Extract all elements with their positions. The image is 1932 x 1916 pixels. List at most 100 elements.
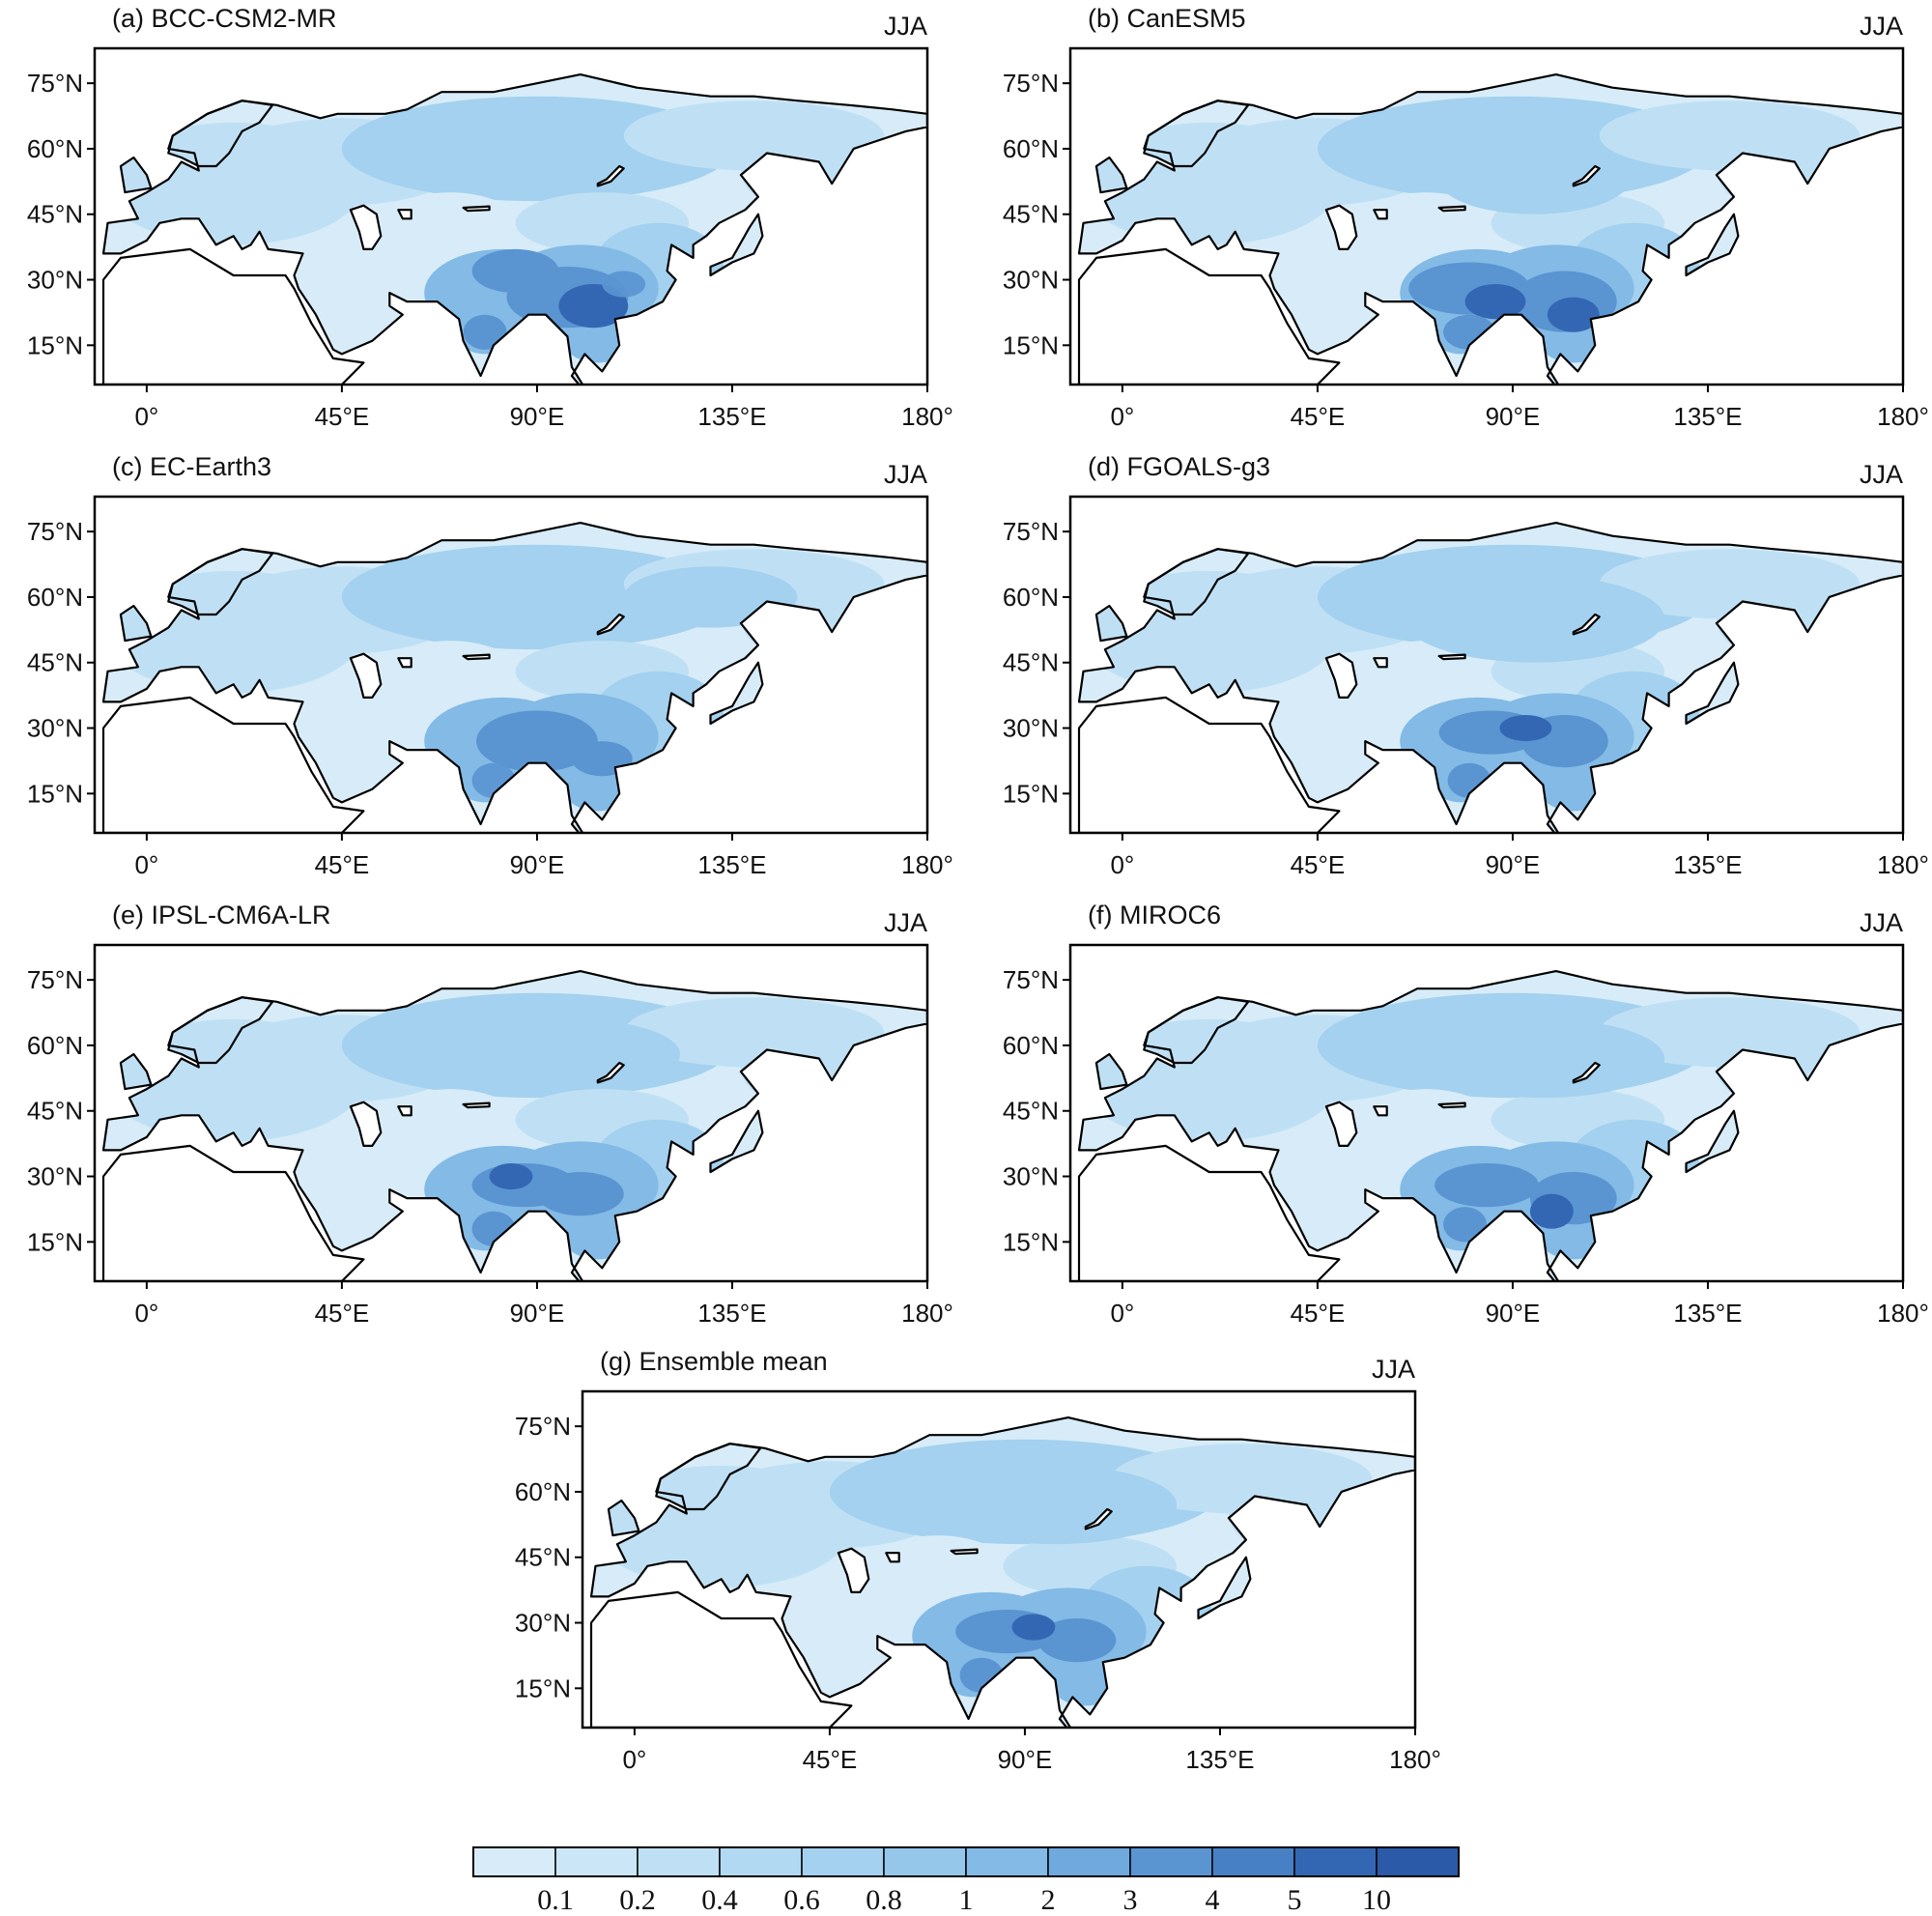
map-frame [1068,943,1905,1283]
lat-tick-label: 30°N [27,266,83,295]
lon-tick-label: 45°E [1291,1299,1346,1328]
colorbar-label: 0.4 [701,1884,738,1911]
lat-tick-label: 15°N [1003,1227,1059,1256]
lat-tick-label: 15°N [27,1227,83,1256]
map-frame [1068,495,1905,835]
lat-tick-label: 15°N [27,330,83,359]
lat-tick-label: 75°N [515,1412,571,1441]
lon-tick-label: 45°E [1291,850,1346,879]
season-label: JJA [884,12,927,41]
precipitation-field [591,1417,1415,1728]
colorbar-swatch [965,1846,1049,1877]
map-panel-c: (c) EC-Earth3 JJA 75°N 60°N 45°N 30°N 15°N 0° 45… [27,452,953,879]
map-frame [1068,46,1905,386]
coastlines [589,1416,1415,1728]
lat-tick-label: 60°N [1003,134,1059,163]
season-label: JJA [884,460,927,489]
lon-tick-label: 180° [901,1299,953,1328]
lat-tick-label: 15°N [27,779,83,808]
map-frame [93,46,929,386]
lat-tick-label: 15°N [1003,779,1059,808]
season-label: JJA [1860,908,1903,937]
season-label: JJA [884,908,927,937]
colorbar-swatch [472,1846,556,1877]
map-frame [93,943,929,1283]
lat-tick-label: 45°N [1003,648,1059,677]
colorbar-label: 0.8 [866,1884,902,1911]
lat-tick-label: 45°N [27,200,83,229]
colorbar-swatch [1376,1846,1460,1877]
season-label: JJA [1860,460,1903,489]
lat-tick-label: 45°N [27,1097,83,1126]
lat-tick-label: 45°N [1003,1097,1059,1126]
colorbar-swatch [1047,1846,1131,1877]
coastlines [101,73,927,385]
panel-title: (b) CanESM5 [1088,4,1246,33]
lon-tick-label: 0° [1110,850,1134,879]
lon-tick-label: 90°E [510,402,565,431]
lat-tick-label: 75°N [1003,69,1059,98]
coastlines [1077,73,1903,385]
panel-title: (f) MIROC6 [1088,901,1221,929]
coastlines [1077,522,1903,833]
map-panel-e: (e) IPSL-CM6A-LR JJA 75°N 60°N 45°N 30°N 15°N 0… [27,901,953,1328]
lat-tick-label: 75°N [1003,965,1059,994]
lat-tick-label: 60°N [515,1477,571,1506]
lat-tick-label: 60°N [27,134,83,163]
colorbar-swatch [637,1846,721,1877]
lon-tick-label: 135°E [697,402,766,431]
colorbar-swatch [1293,1846,1378,1877]
lon-tick-label: 135°E [1185,1745,1254,1774]
coastlines [101,970,927,1281]
lat-tick-label: 30°N [27,714,83,743]
colorbar-label: 0.6 [783,1884,820,1911]
lon-tick-label: 0° [134,1299,158,1328]
lat-tick-label: 60°N [1003,1031,1059,1060]
colorbar-swatch [554,1846,639,1877]
lon-tick-label: 135°E [697,1299,766,1328]
lat-tick-label: 75°N [27,965,83,994]
lat-tick-label: 60°N [27,1031,83,1060]
lon-tick-label: 45°E [803,1745,858,1774]
lat-tick-label: 15°N [1003,330,1059,359]
lat-tick-label: 30°N [1003,266,1059,295]
lat-tick-label: 30°N [515,1609,571,1638]
lon-tick-label: 180° [901,850,953,879]
lon-tick-label: 0° [1110,1299,1134,1328]
map-panel-b: (b) CanESM5 JJA 75°N 60°N 45°N 30°N 15°N 0° 45°E… [1003,4,1929,431]
lon-tick-label: 180° [1877,850,1929,879]
season-label: JJA [1860,12,1903,41]
precipitation-field [1079,523,1903,833]
lat-tick-label: 75°N [1003,517,1059,546]
lat-tick-label: 30°N [1003,714,1059,743]
lon-tick-label: 0° [134,402,158,431]
lon-tick-label: 135°E [697,850,766,879]
colorbar-label: 0.1 [537,1884,574,1911]
precipitation-field [103,523,927,833]
lon-tick-label: 180° [1877,402,1929,431]
colorbar-swatch [719,1846,803,1877]
map-frame [581,1389,1417,1730]
lat-tick-label: 75°N [27,517,83,546]
map-panel-d: (d) FGOALS-g3 JJA 75°N 60°N 45°N 30°N 15°N 0° 45… [1003,452,1929,879]
precipitation-field [103,74,927,385]
lon-tick-label: 180° [1877,1299,1929,1328]
lat-tick-label: 75°N [27,69,83,98]
lon-tick-label: 90°E [1486,850,1541,879]
colorbar-label: 0.2 [619,1884,656,1911]
panel-title: (g) Ensemble mean [600,1347,828,1376]
map-panel-f: (f) MIROC6 JJA 75°N 60°N 45°N 30°N 15°N 0° 45°E 9… [1003,901,1929,1328]
lon-tick-label: 90°E [510,850,565,879]
lon-tick-label: 135°E [1673,1299,1742,1328]
lat-tick-label: 45°N [515,1543,571,1572]
colorbar-label: 5 [1288,1884,1302,1911]
lon-tick-label: 45°E [315,1299,370,1328]
lat-tick-label: 15°N [515,1673,571,1702]
colorbar-label: 1 [959,1884,974,1911]
map-panel-g: (g) Ensemble mean JJA 75°N 60°N 45°N 30°N 15°N… [515,1347,1441,1774]
colorbar-label: 10 [1362,1884,1391,1911]
colorbar-swatch [883,1846,967,1877]
panel-title: (d) FGOALS-g3 [1088,452,1270,481]
lat-tick-label: 60°N [27,583,83,612]
